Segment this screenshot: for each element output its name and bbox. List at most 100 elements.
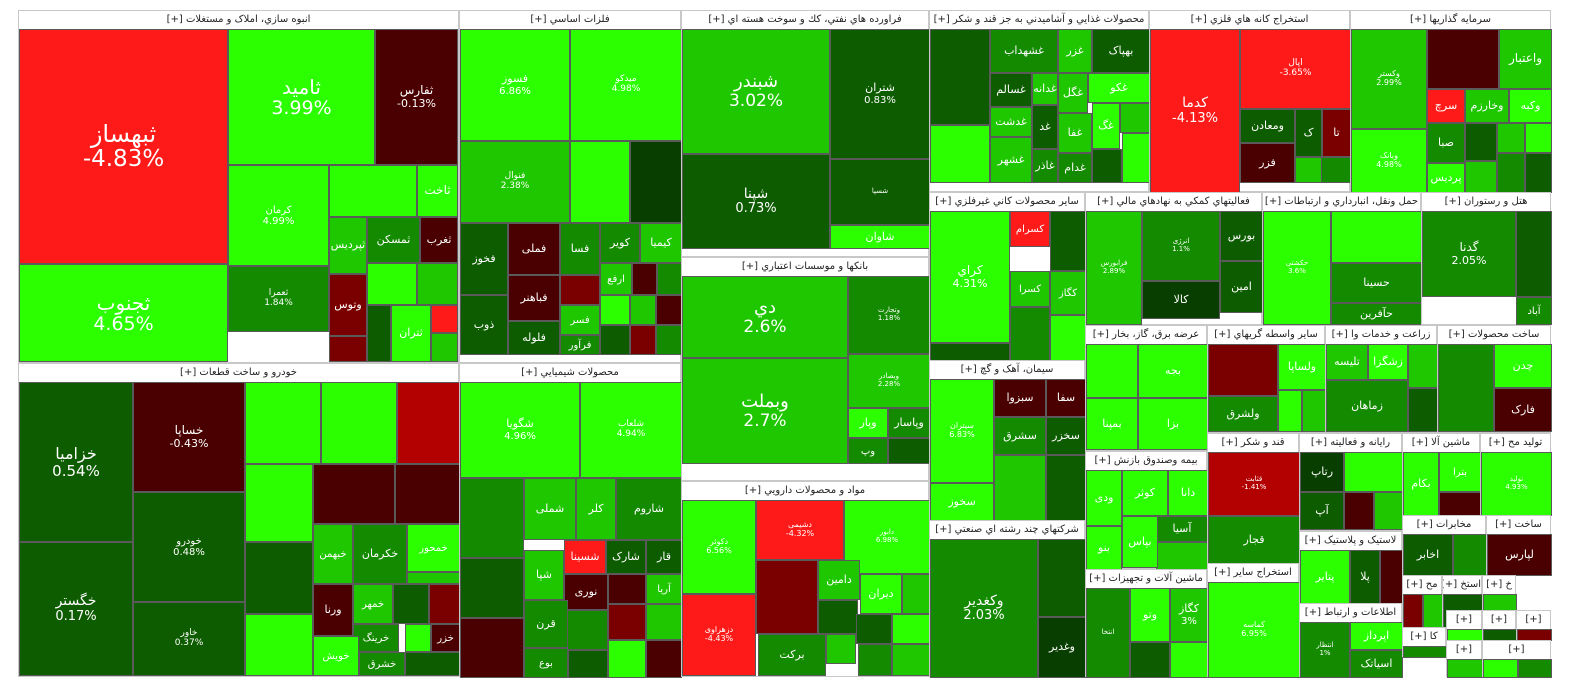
stock-tile[interactable]: خزامیا 0.54% <box>19 382 133 542</box>
stock-tile[interactable]: فرآور <box>560 335 600 355</box>
stock-tile[interactable]: دي 2.6% <box>682 276 848 358</box>
treemap-mini-tile[interactable] <box>608 604 646 640</box>
stock-tile[interactable]: خاور 0.37% <box>133 602 245 676</box>
sector-title[interactable]: استخراج کانه هاي فلزي [+] <box>1150 11 1349 30</box>
treemap-mini-tile[interactable] <box>460 478 524 558</box>
treemap-mini-tile[interactable] <box>1497 123 1525 153</box>
stock-tile[interactable]: ثمسکن <box>367 217 420 263</box>
stock-tile[interactable]: وتوس <box>329 274 367 336</box>
treemap-mini-tile[interactable] <box>1344 492 1374 530</box>
stock-tile[interactable]: حآفرین <box>1331 303 1422 325</box>
stock-tile[interactable]: اپال -3.65% <box>1240 29 1351 109</box>
stock-tile[interactable]: ورنا <box>313 584 353 636</box>
sector-title[interactable]: بيمه وصندوق بازنش [+] <box>1086 452 1206 471</box>
treemap-mini-tile[interactable] <box>245 542 313 614</box>
stock-tile[interactable]: نوری <box>564 574 608 610</box>
stock-tile[interactable]: آباد <box>1516 297 1552 325</box>
sector-title[interactable]: رايانه و فعاليته [+] <box>1300 434 1401 453</box>
treemap-mini-tile[interactable] <box>1010 307 1050 361</box>
stock-tile[interactable]: خودرو 0.48% <box>133 492 245 602</box>
stock-tile[interactable]: ثغرب <box>420 217 458 263</box>
stock-tile[interactable]: لپارس <box>1487 534 1552 576</box>
stock-tile[interactable]: برکت <box>758 634 826 676</box>
treemap-mini-tile[interactable] <box>818 600 858 634</box>
stock-tile[interactable]: خساپا -0.43% <box>133 382 245 492</box>
stock-tile[interactable]: ثتران <box>391 305 431 362</box>
stock-tile[interactable]: تلیسه <box>1326 344 1368 380</box>
stock-tile[interactable]: سبزوا <box>994 379 1046 417</box>
stock-tile[interactable]: بزا <box>1138 398 1208 450</box>
treemap-mini-tile[interactable] <box>858 644 892 676</box>
treemap-mini-tile[interactable] <box>245 382 321 464</box>
stock-tile[interactable]: حكشتی 3.6% <box>1263 211 1331 325</box>
treemap-mini-tile[interactable] <box>429 584 460 624</box>
sector-title[interactable]: [+] <box>1517 611 1550 630</box>
treemap-mini-tile[interactable] <box>1439 492 1481 516</box>
sector-title[interactable]: ساخت [+] <box>1487 516 1550 535</box>
stock-tile[interactable]: غاذر <box>1032 149 1058 183</box>
stock-tile[interactable]: خویش <box>313 636 359 676</box>
sector-title[interactable]: ماشين آلا [+] <box>1403 434 1479 453</box>
treemap-mini-tile[interactable] <box>1465 123 1497 161</box>
stock-tile[interactable]: کیمیا <box>640 223 682 263</box>
stock-tile[interactable]: انرژی 1.1% <box>1142 211 1220 281</box>
treemap-mini-tile[interactable] <box>930 343 1010 361</box>
sector-title[interactable]: [+] <box>1483 641 1550 660</box>
stock-tile[interactable]: فخوز <box>460 223 508 295</box>
treemap-mini-tile[interactable] <box>1465 161 1497 193</box>
treemap-mini-tile[interactable] <box>657 263 682 295</box>
stock-tile[interactable]: ودی <box>1086 470 1122 526</box>
treemap-mini-tile[interactable] <box>1423 594 1443 628</box>
treemap-mini-tile[interactable] <box>1156 542 1208 570</box>
stock-tile[interactable]: وپ <box>848 438 888 464</box>
treemap-mini-tile[interactable] <box>630 325 656 355</box>
stock-tile[interactable]: دابور 6.98% <box>844 500 930 574</box>
treemap-mini-tile[interactable] <box>245 464 313 542</box>
treemap-mini-tile[interactable] <box>646 640 682 678</box>
stock-tile[interactable]: بوع <box>524 648 568 678</box>
stock-tile[interactable]: بکام <box>1403 452 1439 516</box>
stock-tile[interactable]: قجار <box>1208 516 1300 564</box>
treemap-mini-tile[interactable] <box>930 125 990 183</box>
treemap-mini-tile[interactable] <box>1408 388 1438 432</box>
treemap-mini-tile[interactable] <box>1438 344 1494 432</box>
stock-tile[interactable]: بمپنا <box>1086 398 1138 450</box>
stock-tile[interactable]: وغدیر <box>1038 617 1086 678</box>
stock-tile[interactable]: انتخا <box>1086 588 1130 678</box>
stock-tile[interactable]: وتو <box>1130 588 1170 642</box>
treemap-mini-tile[interactable] <box>1344 452 1403 492</box>
stock-tile[interactable]: وبانک 4.98% <box>1351 129 1427 193</box>
stock-tile[interactable]: چدن <box>1494 344 1552 388</box>
treemap-mini-tile[interactable] <box>1295 157 1322 183</box>
stock-tile[interactable]: كدما -4.13% <box>1150 29 1240 193</box>
stock-tile[interactable]: آریا <box>646 574 682 604</box>
stock-tile[interactable]: دزهراوی -4.43% <box>682 594 756 676</box>
treemap-mini-tile[interactable] <box>1525 153 1552 193</box>
treemap-mini-tile[interactable] <box>393 584 429 624</box>
treemap-mini-tile[interactable] <box>608 640 646 678</box>
treemap-mini-tile[interactable] <box>405 652 460 676</box>
stock-tile[interactable]: کگاز <box>1050 271 1086 315</box>
treemap-mini-tile[interactable] <box>856 614 892 644</box>
stock-tile[interactable]: تولید 4.93% <box>1481 452 1552 516</box>
stock-tile[interactable]: انتظار 1% <box>1300 622 1350 678</box>
treemap-mini-tile[interactable] <box>1278 390 1302 432</box>
treemap-mini-tile[interactable] <box>367 305 391 362</box>
stock-tile[interactable]: کلر <box>576 478 616 540</box>
stock-tile[interactable]: کسرا <box>1010 271 1050 307</box>
stock-tile[interactable]: دیران <box>860 574 902 614</box>
treemap-mini-tile[interactable] <box>1120 103 1150 133</box>
stock-tile[interactable]: خشرق <box>359 652 405 676</box>
stock-tile[interactable]: شارک <box>606 540 646 574</box>
sector-title[interactable]: زراعت و خدمات وا [+] <box>1326 326 1436 345</box>
stock-tile[interactable]: پردیس <box>1427 163 1465 193</box>
treemap-mini-tile[interactable] <box>1086 344 1138 398</box>
treemap-mini-tile[interactable] <box>1092 149 1122 183</box>
treemap-mini-tile[interactable] <box>1427 29 1499 89</box>
sector-title[interactable]: فراورده هاي نفتي، كك و سوخت هسته اي [+] <box>682 11 928 30</box>
stock-tile[interactable]: اپرداز <box>1350 622 1403 650</box>
stock-tile[interactable]: حسینا <box>1331 263 1422 303</box>
stock-tile[interactable]: خزر <box>431 624 460 652</box>
sector-title[interactable]: سيمان، آهک و گچ [+] <box>930 361 1084 380</box>
sector-title[interactable]: مح [+] <box>1403 576 1441 595</box>
